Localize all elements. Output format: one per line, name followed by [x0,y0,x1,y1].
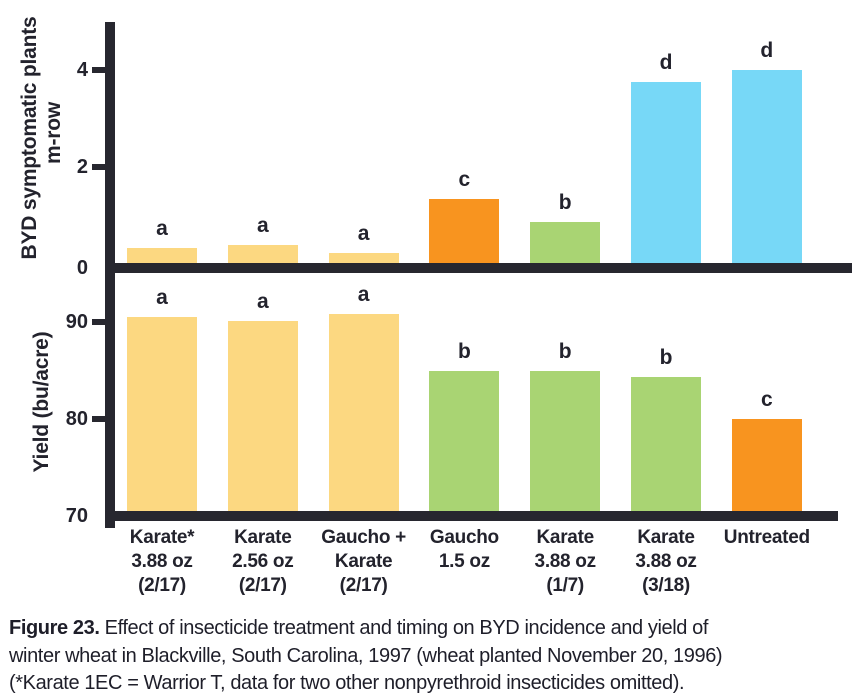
x-category-label-line: Gaucho + [321,527,406,548]
y-axis-tick-label-top-2: 2 [76,155,88,178]
x-category-label-3: Gaucho + Karate (2/17) [306,526,422,598]
sig-letter-bottom-3: a [357,283,370,307]
bar-top-7 [731,70,802,263]
y-axis-spine [105,22,115,528]
bottom-panel-baseline [105,511,838,521]
bar-bottom-1 [127,317,197,511]
y-axis-tick-bottom-80 [92,416,105,422]
bar-top-5 [530,221,601,263]
x-category-label-line: Karate [536,527,595,548]
x-category-label-line: Karate [637,527,695,548]
x-category-label-line: Karate [334,551,393,572]
x-category-label-2: Karate 2.56 oz (2/17) [205,526,321,598]
x-category-label-line: Karate* [129,527,195,548]
y-axis-tick-label-bottom-70: 70 [65,505,88,527]
x-category-label-line: (2/17) [138,575,186,596]
x-category-label-1: Karate* 3.88 oz (2/17) [104,526,220,598]
y-axis-tick-label-top-4: 4 [76,59,88,81]
sig-letter-top-1: a [156,216,168,240]
bar-bottom-3 [328,314,399,511]
caption-line-1: Figure 23. Effect of insecticide treatme… [9,615,865,643]
sig-letter-top-3: a [357,222,370,246]
x-category-label-7: Untreated [709,526,825,550]
bar-top-2 [227,244,298,263]
caption-line-3: (*Karate 1EC = Warrior T, data for two o… [9,672,685,694]
bar-top-1 [127,247,197,263]
y-axis-tick-top-2 [92,163,105,170]
sig-letter-bottom-4: b [457,339,471,363]
y-axis-tick-bottom-90 [92,319,105,325]
x-category-label-line: Untreated [723,527,810,548]
x-category-label-line: 3.88 oz [131,551,193,572]
bottom-panel-y-axis-title: Yield (bu/acre) [30,331,53,473]
sig-letter-top-2: a [256,213,269,237]
bar-top-4 [429,199,500,263]
x-category-label-line: Gaucho [429,527,499,548]
x-category-label-4: Gaucho 1.5 oz [406,526,522,574]
caption-line-2: winter wheat in Blackville, South Caroli… [9,644,723,667]
sig-letter-top-6: d [659,51,673,75]
sig-letter-bottom-2: a [256,290,269,314]
sig-letter-bottom-6: b [659,346,673,370]
y-axis-tick-label-top-0: 0 [76,257,88,279]
caption-line-1-text: Effect of insecticide treatment and timi… [104,617,709,639]
sig-letter-bottom-1: a [156,286,168,310]
sig-letter-bottom-7: c [760,388,773,411]
x-category-label-line: (1/7) [546,575,584,596]
sig-letter-bottom-5: b [558,340,572,364]
sig-letter-top-4: c [458,168,471,192]
x-category-label-line: (2/17) [339,575,388,596]
x-category-label-line: 3.88 oz [534,551,597,572]
x-category-label-line: 1.5 oz [438,551,490,572]
caption-figure-label: Figure 23. [9,617,100,639]
figure-caption: Figure 23. Effect of insecticide treatme… [9,615,865,698]
bar-bottom-2 [227,321,298,511]
bar-bottom-6 [631,377,701,511]
x-category-label-line: Karate [234,527,292,548]
x-category-label-line: (3/18) [642,575,690,596]
bar-top-3 [328,253,399,263]
x-category-label-line: (2/17) [238,575,287,596]
sig-letter-top-5: b [558,190,572,214]
x-category-label-line: 3.88 oz [635,551,697,572]
sig-letter-top-7: d [760,39,774,62]
bar-bottom-5 [530,371,601,511]
y-axis-tick-label-bottom-80: 80 [65,408,88,430]
bar-top-6 [631,82,701,263]
x-category-label-line: 2.56 oz [232,551,294,572]
x-category-label-6: Karate 3.88 oz (3/18) [608,526,724,598]
y-axis-tick-label-bottom-90: 90 [65,311,88,333]
top-panel-y-axis-title-line1: BYD symptomatic plants [18,16,41,260]
bar-bottom-7 [731,419,802,511]
y-axis-tick-top-4 [92,67,105,73]
bar-bottom-4 [429,370,500,511]
top-panel-baseline [105,263,852,273]
x-category-label-5: Karate 3.88 oz (1/7) [507,526,623,598]
